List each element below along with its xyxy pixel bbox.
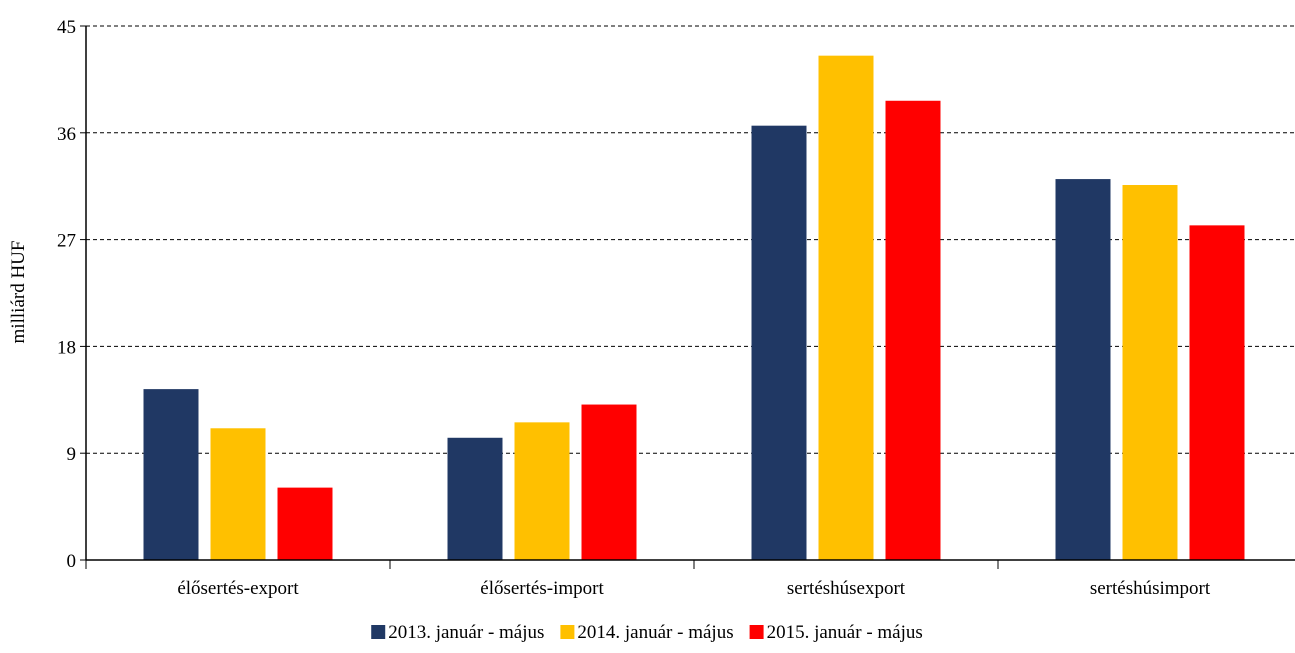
- bar: [210, 428, 266, 560]
- legend: 2013. január - május 2014. január - május…: [371, 622, 923, 643]
- bar: [277, 487, 333, 560]
- y-tick-label: 0: [67, 551, 77, 572]
- bar: [1055, 179, 1111, 560]
- legend-label: 2013. január - május: [388, 622, 544, 643]
- x-tick-labels: élősertés-export élősertés-import sertéshú…: [177, 578, 1211, 599]
- y-tick-label: 45: [57, 17, 76, 38]
- axes: [80, 25, 1295, 569]
- x-tick-label: sertéshúsexport: [787, 578, 906, 599]
- bars: [143, 55, 1245, 561]
- bar: [818, 55, 874, 561]
- x-tick-label: sertéshúsimport: [1090, 578, 1211, 599]
- y-tick-label: 18: [57, 337, 76, 358]
- x-tick-label: élősertés-import: [480, 578, 604, 599]
- y-axis-label: milliárd HUF: [8, 241, 29, 344]
- bar: [447, 437, 503, 560]
- bar: [885, 100, 941, 560]
- legend-swatch: [560, 625, 575, 639]
- y-tick-labels: 0 9 18 27 36 45: [57, 17, 76, 572]
- legend-swatch: [749, 625, 764, 639]
- legend-label: 2014. január - május: [577, 622, 733, 643]
- bar: [143, 389, 199, 560]
- legend-swatch: [371, 625, 386, 639]
- bar: [751, 125, 807, 561]
- y-tick-label: 36: [57, 124, 76, 145]
- legend-label: 2015. január - május: [767, 622, 923, 643]
- y-tick-label: 9: [67, 444, 77, 465]
- x-tick-label: élősertés-export: [177, 578, 299, 599]
- bar: [1189, 225, 1245, 561]
- bar: [514, 422, 570, 560]
- bar: [1122, 185, 1178, 560]
- bar: [581, 404, 637, 560]
- y-tick-label: 27: [57, 231, 76, 252]
- gridlines: [86, 25, 1295, 454]
